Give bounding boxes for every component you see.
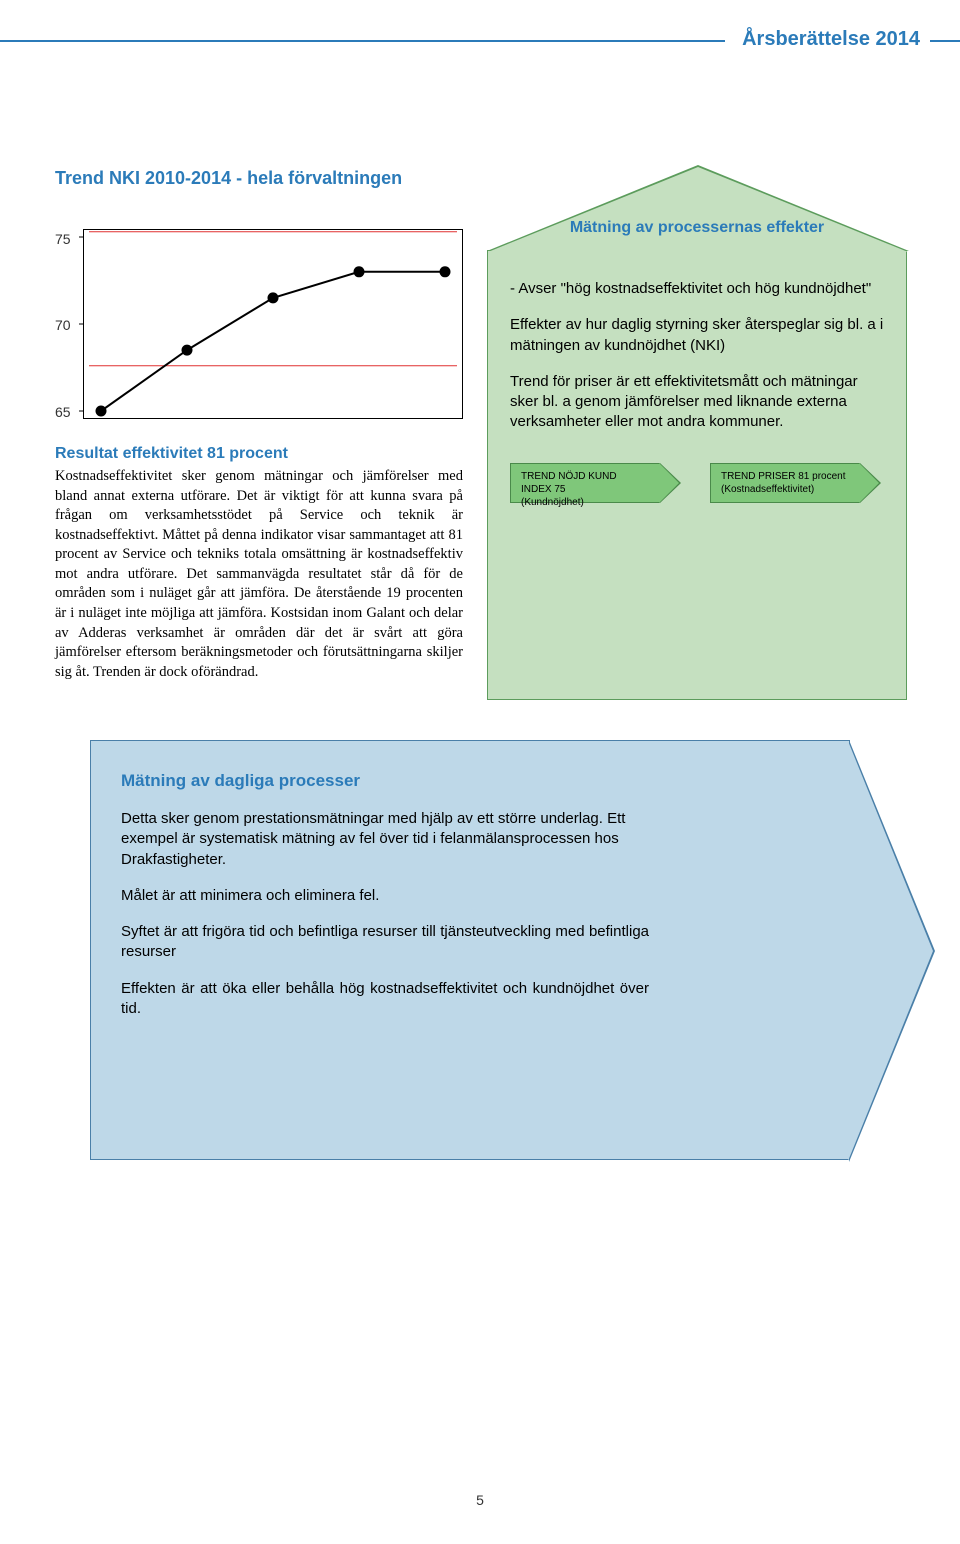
blue-heading: Mätning av dagliga processer [121, 771, 649, 791]
green-arrow-fill [488, 167, 908, 252]
blue-para-3: Syftet är att frigöra tid och befintliga… [121, 922, 649, 963]
header-rule-left [0, 40, 725, 42]
page-header: Årsberättelse 2014 [0, 0, 960, 28]
pill-nki-line1: TREND NÖJD KUND INDEX 75 [521, 471, 617, 495]
left-body-text: Kostnadseffektivitet sker genom mätninga… [55, 467, 463, 682]
blue-para-4: Effekten är att öka eller behålla hög ko… [121, 979, 649, 1020]
blue-para-2: Målet är att minimera och eliminera fel. [121, 886, 649, 906]
pill-nki: TREND NÖJD KUND INDEX 75 (Kundnöjdhet) [510, 463, 660, 503]
lower-section: Mätning av dagliga processer Detta sker … [0, 700, 960, 1160]
green-title: Mätning av processernas effekter [488, 219, 906, 237]
chart-ytick-70: 70 [55, 317, 71, 333]
green-callout: Mätning av processernas effekter - Avser… [487, 250, 907, 700]
chart-ytick-75: 75 [55, 231, 71, 247]
header-title: Årsberättelse 2014 [742, 28, 920, 51]
green-para-3: Trend för priser är ett effektivitetsmåt… [510, 372, 884, 433]
pill-priser-line1: TREND PRISER 81 procent [721, 471, 846, 482]
blue-callout: Mätning av dagliga processer Detta sker … [90, 740, 850, 1160]
chart-ytick-65: 65 [55, 404, 71, 420]
pill-nki-line2: (Kundnöjdhet) [521, 497, 584, 508]
green-para-1: - Avser "hög kostnadseffektivitet och hö… [510, 279, 884, 299]
pill-priser-line2: (Kostnadseffektivitet) [721, 484, 814, 495]
blue-para-1: Detta sker genom prestationsmätningar me… [121, 809, 649, 870]
page-number: 5 [0, 1492, 960, 1508]
left-heading: Resultat effektivitet 81 procent [55, 445, 463, 463]
left-column: Trend NKI 2010-2014 - hela förvaltningen… [55, 168, 463, 700]
chart-title: Trend NKI 2010-2014 - hela förvaltningen [55, 168, 463, 189]
line-chart [83, 229, 463, 419]
header-rule-right [930, 40, 960, 42]
pills-row: TREND NÖJD KUND INDEX 75 (Kundnöjdhet) T… [510, 463, 884, 503]
right-column: Mätning av processernas effekter - Avser… [487, 168, 907, 700]
green-para-2: Effekter av hur daglig styrning sker åte… [510, 315, 884, 356]
pill-priser: TREND PRISER 81 procent (Kostnadseffekti… [710, 463, 860, 503]
